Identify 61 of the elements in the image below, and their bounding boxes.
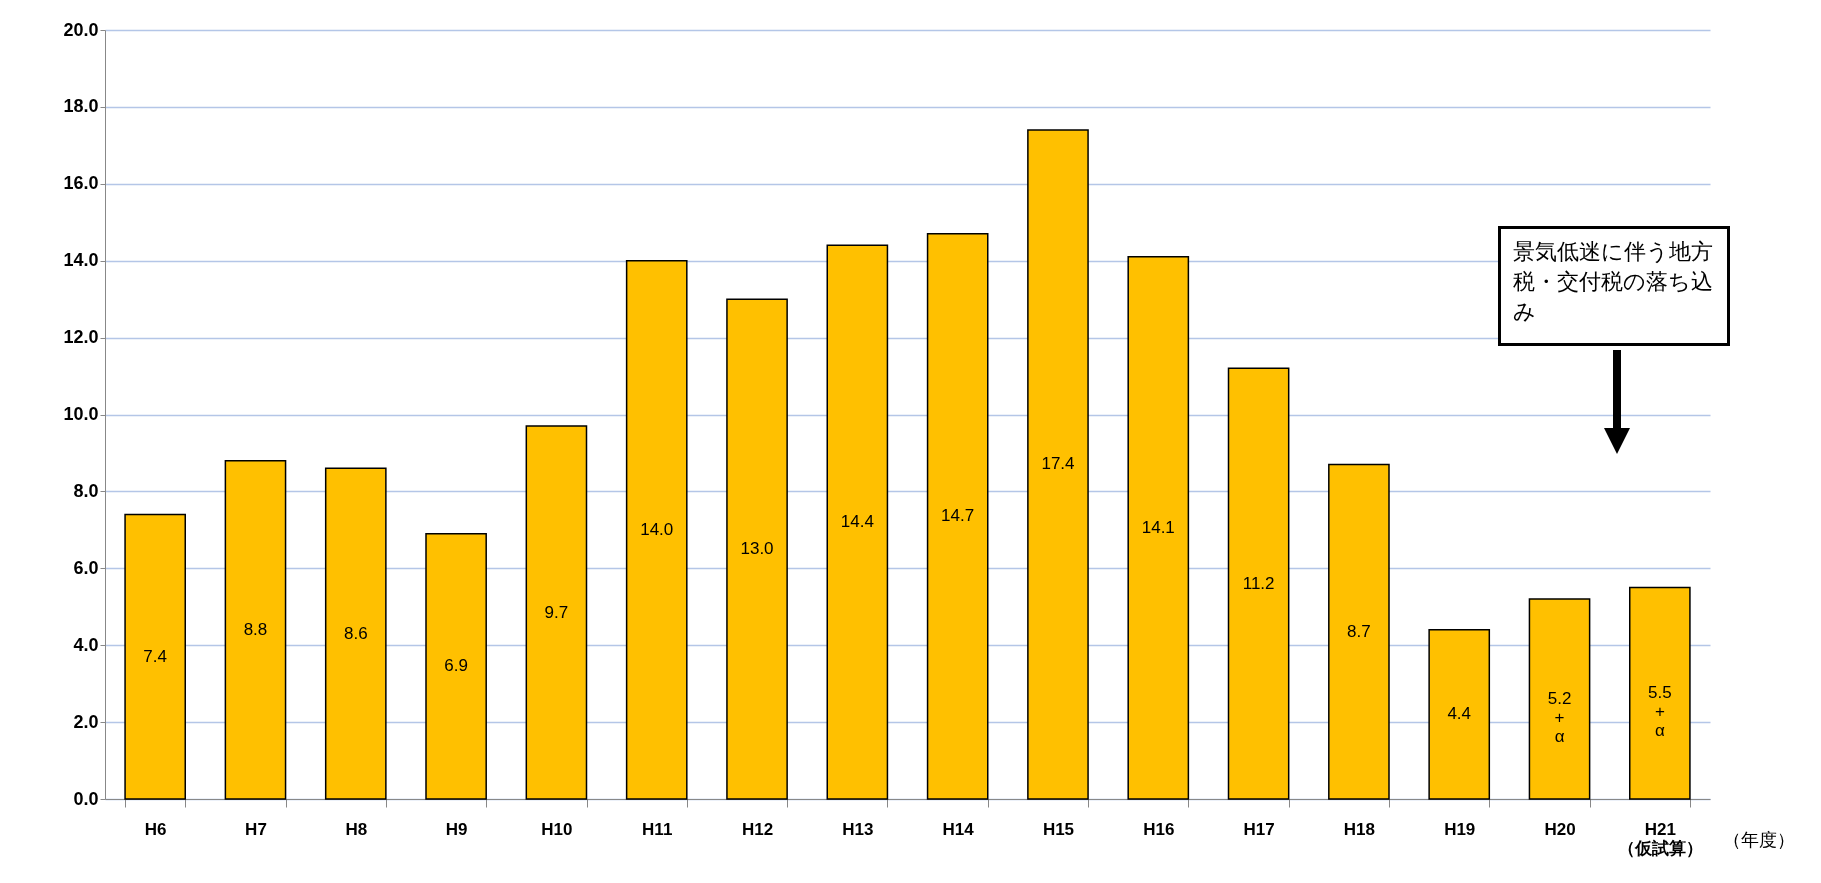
x-tick-label: H6 <box>144 819 167 839</box>
y-tick-label: 0.0 <box>73 788 99 809</box>
data-label: 9.7 <box>544 602 569 622</box>
y-tick-label: 4.0 <box>73 634 99 655</box>
y-tick-label: 10.0 <box>63 404 99 424</box>
data-label: 17.4 <box>1041 454 1075 474</box>
data-label: 11.2 <box>1242 573 1275 593</box>
data-label: 8.7 <box>1347 621 1371 641</box>
x-tick-label: H7 <box>245 819 267 839</box>
data-label: 13.0 <box>740 539 774 559</box>
data-label: 14.7 <box>941 506 975 526</box>
bar <box>926 233 989 800</box>
x-tick-label: H10 <box>541 819 573 839</box>
data-label: 4.4 <box>1447 704 1472 724</box>
x-axis-title: （年度） <box>1722 829 1795 850</box>
x-tick-label: H16 <box>1143 819 1175 839</box>
x-tick-label: H20 <box>1544 819 1576 839</box>
y-tick-label: 20.0 <box>63 19 99 40</box>
y-tick-label: 8.0 <box>73 480 99 501</box>
x-tick-label: H8 <box>345 819 368 839</box>
bar <box>525 425 588 800</box>
data-label: 8.8 <box>243 619 268 639</box>
data-label: 5.2 + α <box>1547 689 1572 747</box>
x-tick-label: H19 <box>1444 819 1476 839</box>
x-tick-label: H17 <box>1243 819 1275 839</box>
x-tick-label: H15 <box>1042 819 1075 839</box>
bar <box>1227 367 1290 800</box>
bar <box>1027 129 1089 800</box>
y-tick-label: 12.0 <box>63 327 99 348</box>
x-tick-label: H18 <box>1343 819 1375 839</box>
bar <box>1428 629 1491 800</box>
x-tick-label: H11 <box>642 819 673 839</box>
data-label: 14.0 <box>640 519 674 539</box>
bar <box>425 532 487 800</box>
bar <box>324 467 387 800</box>
y-tick-label: 6.0 <box>73 557 99 578</box>
bar <box>726 298 788 800</box>
bar <box>826 244 889 800</box>
bar <box>1127 256 1190 800</box>
data-label: 14.4 <box>840 512 874 532</box>
bar <box>1528 598 1591 800</box>
y-tick-label: 2.0 <box>73 711 99 732</box>
y-tick-label: 14.0 <box>63 250 99 271</box>
data-label: 5.5 + α <box>1648 683 1672 741</box>
x-tick-label: H13 <box>842 819 874 839</box>
data-label: 7.4 <box>143 646 167 666</box>
x-tick-label: H12 <box>741 819 774 839</box>
data-label: 14.1 <box>1141 517 1175 537</box>
bar <box>625 259 688 800</box>
bar <box>1328 463 1390 800</box>
y-tick-label: 16.0 <box>63 173 99 194</box>
x-tick-label: H14 <box>942 819 975 839</box>
bar <box>1629 586 1691 800</box>
callout-box: 景気低迷に伴う地方税・交付税の落ち込み <box>1498 226 1730 346</box>
data-label: 6.9 <box>444 656 468 676</box>
bar <box>124 513 186 800</box>
x-tick-label: H21 （仮試算） <box>1617 819 1703 858</box>
x-tick-label: H9 <box>445 819 468 839</box>
data-label: 8.6 <box>343 623 368 643</box>
bar <box>224 459 287 800</box>
y-tick-label: 18.0 <box>63 96 99 117</box>
